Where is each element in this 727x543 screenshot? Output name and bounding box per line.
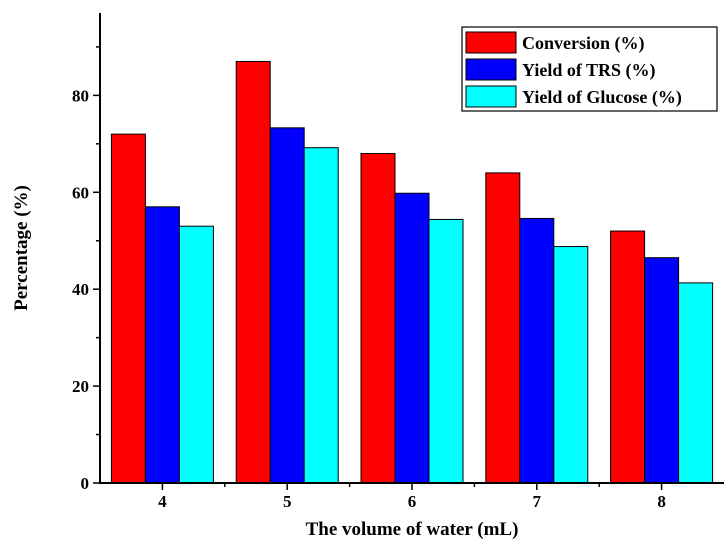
legend-swatch-3 xyxy=(465,85,517,108)
bar-1-8 xyxy=(610,230,646,484)
bar-3-7 xyxy=(553,246,589,484)
bars-group xyxy=(110,60,714,484)
axes-group: 0 20 40 60 80 4 5 6 7 8 xyxy=(72,13,724,511)
y-tick-label: 0 xyxy=(81,474,90,493)
x-tick-label: 5 xyxy=(283,492,292,511)
x-axis-label: The volume of water (mL) xyxy=(306,519,519,540)
y-tick-label: 40 xyxy=(72,280,89,299)
legend: Conversion (%) Yield of TRS (%) Yield of G… xyxy=(461,26,718,112)
bar-3-5 xyxy=(303,147,339,484)
bar-1-7 xyxy=(485,172,521,484)
bar-2-4 xyxy=(144,206,180,484)
bar-2-8 xyxy=(644,257,680,484)
bar-3-8 xyxy=(678,282,714,484)
bar-2-6 xyxy=(394,192,430,484)
y-axis-label: Percentage (%) xyxy=(11,185,32,311)
y-tick-label: 60 xyxy=(72,183,89,202)
bar-3-4 xyxy=(178,225,214,484)
y-tick-label: 80 xyxy=(72,86,89,105)
x-tick-label: 7 xyxy=(533,492,542,511)
x-tick-label: 4 xyxy=(158,492,167,511)
legend-label-1: Conversion (%) xyxy=(522,33,645,54)
bar-1-6 xyxy=(360,153,396,484)
legend-swatch-1 xyxy=(465,31,517,54)
legend-label-2: Yield of TRS (%) xyxy=(522,60,656,81)
bar-2-5 xyxy=(269,127,305,484)
legend-label-3: Yield of Glucose (%) xyxy=(522,87,682,108)
y-tick-label: 20 xyxy=(72,377,89,396)
bar-1-4 xyxy=(110,133,146,484)
bar-3-6 xyxy=(428,218,464,484)
x-tick-label: 6 xyxy=(408,492,417,511)
bar-1-5 xyxy=(235,60,271,484)
bar-2-7 xyxy=(519,217,555,484)
legend-swatch-2 xyxy=(465,58,517,81)
x-tick-label: 8 xyxy=(657,492,666,511)
